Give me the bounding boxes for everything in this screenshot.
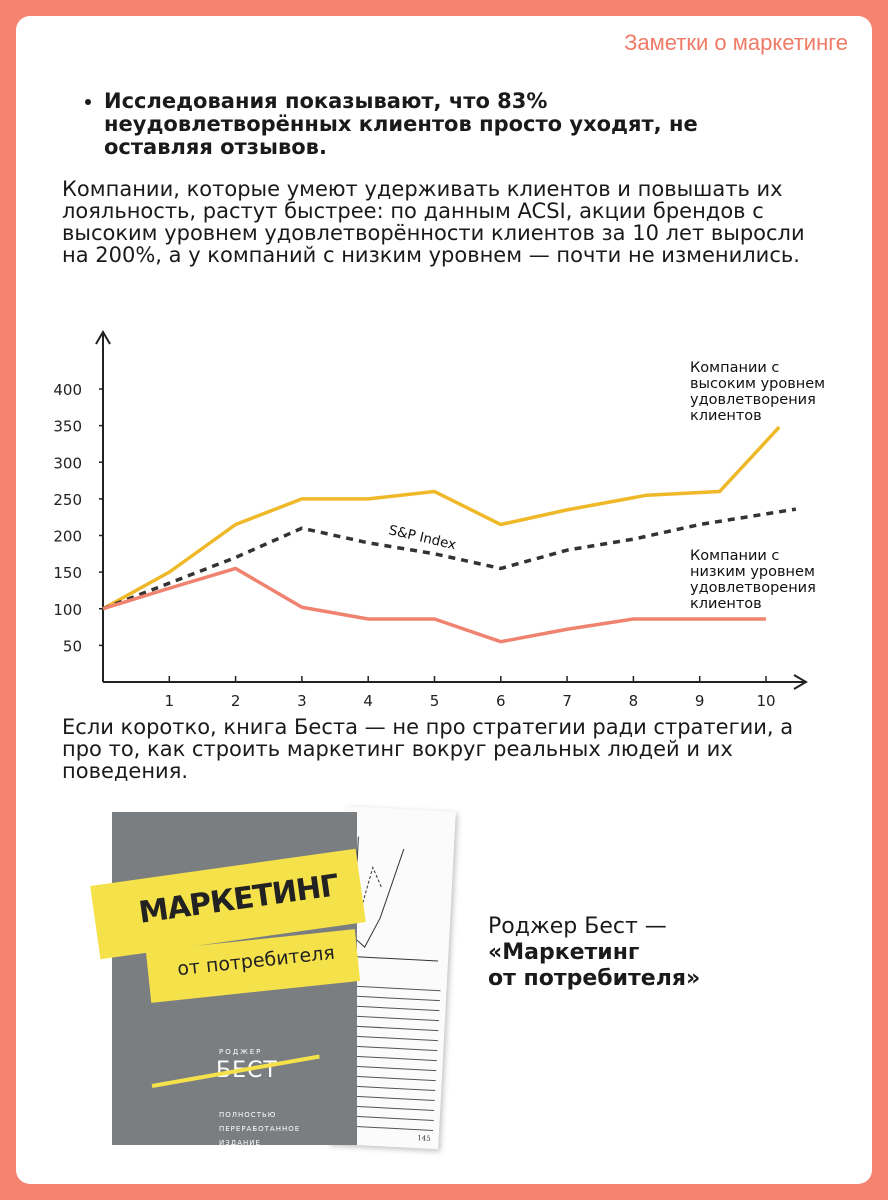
line-chart: 50 100 150 200 250 300 350 400 1 2 3 4 5 6 7 8 9 10 Компа… bbox=[53, 330, 825, 710]
y-tick-label: 50 bbox=[63, 637, 82, 655]
y-tick-label: 350 bbox=[53, 418, 82, 436]
caption-title-text-2: от потребителя» bbox=[488, 966, 701, 991]
book-cover: МАРКЕТИНГ от потребителя РОДЖЕР БЕСТ ПОЛ… bbox=[90, 812, 366, 1147]
x-tick-label: 1 bbox=[165, 692, 175, 710]
y-tick-label: 400 bbox=[53, 381, 82, 399]
label-high-satisfaction: удовлетворения bbox=[690, 392, 816, 408]
y-tick-label: 200 bbox=[53, 528, 82, 546]
x-tick-label: 6 bbox=[496, 692, 506, 710]
series-sp-index bbox=[102, 507, 797, 611]
label-high-satisfaction: высоким уровнем bbox=[690, 376, 825, 392]
edition-line-2: ПЕРЕРАБОТАННОЕ bbox=[219, 1125, 301, 1133]
label-high-satisfaction: Компании с bbox=[690, 360, 779, 376]
label-low-satisfaction: Компании с bbox=[690, 548, 779, 564]
y-axis-arrow bbox=[95, 330, 111, 345]
x-axis-arrow bbox=[793, 674, 808, 690]
paragraph-2: Если коротко, книга Беста — не про страт… bbox=[62, 715, 794, 783]
caption-author-text: Роджер Бест — bbox=[488, 914, 667, 939]
label-low-satisfaction: удовлетворения bbox=[690, 580, 816, 596]
y-tick-label: 250 bbox=[53, 491, 82, 509]
edition-line-1: ПОЛНОСТЬЮ bbox=[219, 1111, 277, 1119]
label-low-satisfaction: клиентов bbox=[690, 596, 762, 612]
book-author-label: РОДЖЕР bbox=[219, 1048, 263, 1056]
label-high-satisfaction: клиентов bbox=[690, 408, 762, 424]
caption-title-text-1: «Маркетинг bbox=[488, 940, 640, 965]
x-tick-label: 9 bbox=[695, 692, 705, 710]
series-high-satisfaction bbox=[102, 425, 781, 611]
brand-title: Заметки о маркетинге bbox=[624, 30, 848, 55]
caption-title-1: «Маркетинг bbox=[488, 940, 700, 966]
bullet-item: Исследования показывают, что 83% неудовл… bbox=[104, 90, 778, 159]
x-tick-label: 4 bbox=[363, 692, 373, 710]
label-low-satisfaction: низким уровнем bbox=[690, 564, 815, 580]
x-tick-label: 7 bbox=[562, 692, 572, 710]
x-tick-label: 8 bbox=[629, 692, 639, 710]
paragraph-1: Компании, которые умеют удерживать клиен… bbox=[62, 177, 805, 267]
y-tick-label: 100 bbox=[53, 601, 82, 619]
x-tick-label: 10 bbox=[756, 692, 775, 710]
book-caption: Роджер Бест — «Маркетинг от потребителя» bbox=[488, 914, 700, 992]
caption-author: Роджер Бест — bbox=[488, 914, 700, 940]
series-low-satisfaction bbox=[102, 566, 766, 644]
x-tick-label: 5 bbox=[430, 692, 440, 710]
page-number: 145 bbox=[417, 1134, 431, 1143]
bullet-block: Исследования показывают, что 83% неудовл… bbox=[78, 90, 778, 159]
x-tick-label: 3 bbox=[297, 692, 307, 710]
y-tick-label: 150 bbox=[53, 564, 82, 582]
caption-title-2: от потребителя» bbox=[488, 966, 700, 992]
book-edition: ПОЛНОСТЬЮ ПЕРЕРАБОТАННОЕ ИЗДАНИЕ bbox=[219, 1108, 300, 1150]
edition-line-3: ИЗДАНИЕ bbox=[219, 1139, 261, 1147]
y-tick-label: 300 bbox=[53, 454, 82, 472]
card: Заметки о маркетинге Исследования показы… bbox=[16, 16, 872, 1184]
book-image: 145 МАРКЕТИНГ от потребителя РОДЖЕР БЕСТ… bbox=[90, 806, 468, 1156]
x-tick-label: 2 bbox=[231, 692, 241, 710]
